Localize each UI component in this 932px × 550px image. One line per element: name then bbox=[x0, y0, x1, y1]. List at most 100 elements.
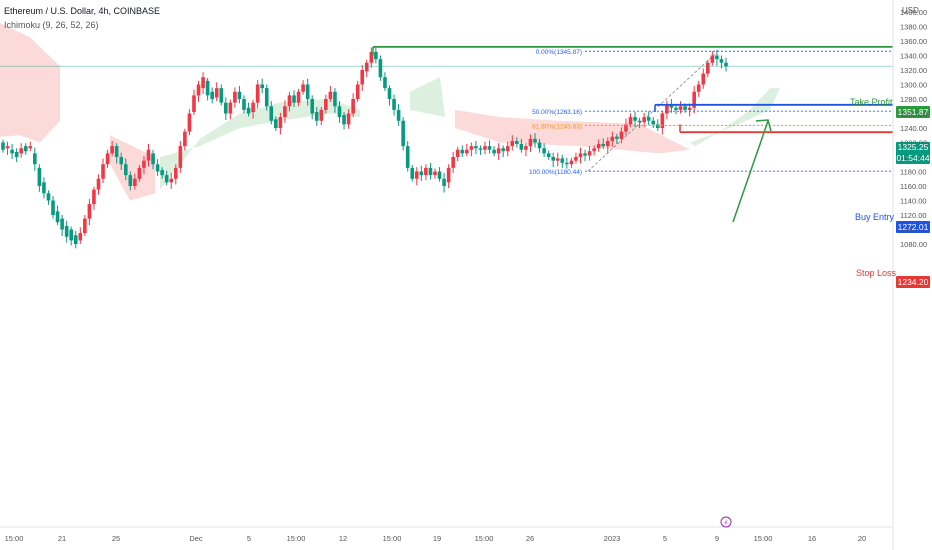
candle-body bbox=[283, 106, 287, 118]
x-tick-label: 25 bbox=[112, 534, 120, 543]
x-tick-label: 15:00 bbox=[475, 534, 494, 543]
y-tick-label: 1260.00 bbox=[900, 110, 927, 119]
candle-body bbox=[360, 70, 365, 85]
candle-body bbox=[201, 77, 205, 89]
candle-body bbox=[278, 117, 283, 128]
candle-body bbox=[542, 148, 546, 154]
candle-body bbox=[487, 146, 492, 150]
currency-label: USD bbox=[902, 6, 919, 15]
candle-body bbox=[19, 148, 23, 154]
candle-body bbox=[569, 160, 574, 165]
candlestick-series bbox=[1, 46, 728, 249]
candle-body bbox=[492, 149, 496, 154]
candle-body bbox=[160, 170, 164, 176]
candle-body bbox=[515, 141, 519, 144]
candle-body bbox=[314, 112, 319, 121]
candle-body bbox=[628, 117, 633, 125]
candle-body bbox=[496, 148, 501, 154]
candle-body bbox=[55, 211, 60, 223]
candle-body bbox=[546, 153, 551, 157]
candle-body bbox=[264, 88, 269, 107]
candle-body bbox=[687, 107, 692, 110]
x-tick-label: 5 bbox=[247, 534, 251, 543]
candle-body bbox=[451, 157, 455, 168]
x-tick-label: 15:00 bbox=[5, 534, 24, 543]
candle-body bbox=[14, 151, 19, 157]
candle-body bbox=[633, 117, 637, 121]
candle-body bbox=[678, 106, 683, 110]
candle-body bbox=[237, 91, 242, 99]
candle-body bbox=[10, 149, 14, 154]
candle-body bbox=[301, 84, 305, 92]
y-tick-label: 1140.00 bbox=[900, 197, 927, 206]
y-tick-label: 1280.00 bbox=[900, 95, 927, 104]
candle-body bbox=[560, 158, 565, 163]
x-tick-label: 12 bbox=[339, 534, 347, 543]
candle-body bbox=[123, 164, 128, 176]
candle-body bbox=[1, 142, 5, 150]
buy-entry-price-tag: 1272.01 bbox=[896, 221, 930, 233]
candle-body bbox=[214, 88, 219, 98]
fib-trendline bbox=[587, 50, 719, 172]
candle-body bbox=[173, 167, 178, 179]
candle-body bbox=[183, 131, 187, 147]
indicator-label: Ichimoku (9, 26, 52, 26) bbox=[4, 20, 99, 30]
fib-level-label: 0.00%(1345.87) bbox=[536, 49, 582, 56]
candle-body bbox=[578, 153, 583, 157]
candle-body bbox=[219, 88, 224, 103]
candle-body bbox=[410, 167, 415, 179]
candle-body bbox=[333, 91, 337, 107]
candle-body bbox=[655, 124, 660, 128]
x-tick-label: 2023 bbox=[604, 534, 621, 543]
candle-body bbox=[378, 59, 383, 78]
x-tick-label: 19 bbox=[433, 534, 441, 543]
candle-body bbox=[528, 138, 533, 147]
candle-body bbox=[274, 119, 278, 128]
candle-body bbox=[465, 149, 469, 154]
candle-body bbox=[224, 102, 228, 114]
candle-body bbox=[64, 225, 69, 237]
candle-body bbox=[151, 153, 155, 165]
candle-body bbox=[665, 104, 669, 114]
candle-body bbox=[28, 146, 33, 149]
event-marker-icon bbox=[720, 516, 732, 528]
projection-arrow bbox=[732, 120, 769, 223]
candle-body bbox=[78, 233, 83, 241]
candle-body bbox=[296, 91, 301, 103]
candle-body bbox=[23, 146, 28, 152]
candle-body bbox=[260, 84, 264, 89]
candle-body bbox=[387, 88, 392, 99]
candle-body bbox=[92, 189, 96, 205]
take-profit-label: Take Profit bbox=[850, 97, 893, 107]
x-tick-label: 16 bbox=[808, 534, 816, 543]
candle-body bbox=[474, 146, 478, 149]
candle-body bbox=[178, 146, 183, 168]
candle-body bbox=[269, 106, 274, 121]
candle-body bbox=[455, 149, 460, 157]
cloud-region bbox=[690, 88, 780, 147]
candle-body bbox=[478, 148, 483, 150]
candle-body bbox=[233, 91, 237, 103]
candle-body bbox=[537, 142, 542, 149]
x-tick-label: 20 bbox=[858, 534, 866, 543]
y-tick-label: 1340.00 bbox=[900, 52, 927, 61]
candle-body bbox=[601, 143, 606, 147]
candle-body bbox=[701, 73, 706, 85]
candle-body bbox=[251, 102, 255, 113]
candle-body bbox=[574, 157, 578, 161]
candle-body bbox=[710, 55, 715, 63]
y-tick-label: 1080.00 bbox=[900, 240, 927, 249]
cloud-region bbox=[160, 99, 360, 190]
buy-entry-price: 1272.01 bbox=[897, 222, 929, 232]
lightning-icon: ⚡ bbox=[724, 519, 729, 527]
trade-levels: 0.00%(1345.87) 50.00%(1263.16) 61.80%(1243… bbox=[0, 45, 930, 288]
candle-body bbox=[292, 95, 296, 103]
candle-body bbox=[369, 51, 374, 63]
candle-body bbox=[519, 143, 524, 150]
candle-body bbox=[505, 146, 510, 152]
candle-body bbox=[674, 107, 678, 110]
candle-body bbox=[592, 148, 596, 152]
candle-body bbox=[615, 136, 619, 139]
